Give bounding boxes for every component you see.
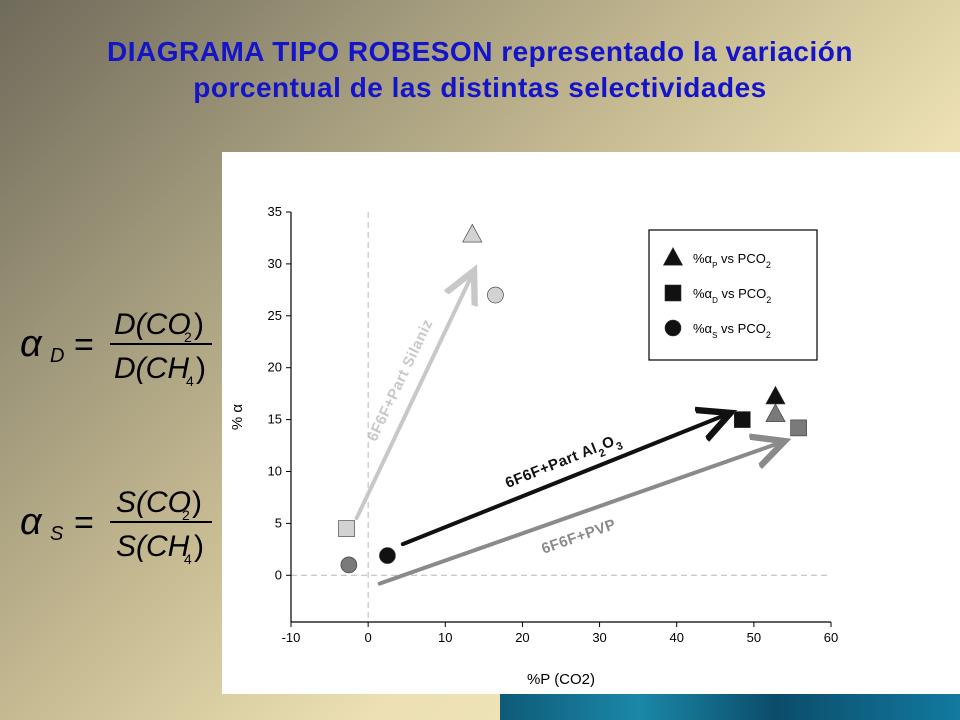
arrow-0	[354, 274, 473, 521]
arrow-1	[400, 414, 727, 547]
y-tick-label: 0	[275, 567, 282, 582]
legend-entry: %αP vs PCO2	[693, 251, 771, 270]
slide-title: DIAGRAMA TIPO ROBESON representado la va…	[107, 36, 853, 103]
formula-numerator-sub: 2	[182, 507, 190, 523]
data-point-circle	[379, 547, 396, 564]
data-point-square	[733, 411, 751, 428]
data-point-circle	[487, 286, 504, 304]
formula-numerator-sub: 2	[184, 329, 192, 345]
data-point-circle	[340, 556, 358, 574]
x-tick-label: -10	[282, 630, 301, 645]
legend-marker-square	[664, 284, 682, 302]
arrow-2	[377, 442, 781, 586]
x-tick-label: 40	[669, 630, 683, 645]
formula-numerator: S(CO	[116, 486, 191, 519]
svg-text:): )	[196, 352, 206, 385]
y-tick-label: 15	[268, 412, 282, 427]
x-tick-label: 10	[438, 630, 452, 645]
formula-alpha-d: α D = D(CO 2 ) D(CH 4 )	[20, 308, 212, 389]
y-axis-label: % α	[229, 404, 246, 431]
legend-marker-circle	[664, 319, 682, 337]
data-point-triangle	[765, 403, 786, 422]
chart-panel: -10 0 10 20 30 40 50 60 0 5 10 15 20 25 30 35 %P (CO2) % …	[222, 152, 960, 694]
formula-lhs-sub: D	[50, 345, 64, 367]
x-axis-label: %P (CO2)	[527, 671, 595, 688]
formula-denominator: S(CH	[116, 530, 190, 563]
svg-text:): )	[194, 530, 204, 563]
formula-denominator-sub: 4	[186, 373, 194, 389]
decorative-bottom-strip	[500, 694, 960, 720]
x-tick-label: 30	[592, 630, 606, 645]
legend-entry: %αD vs PCO2	[693, 286, 771, 305]
x-tick-label: 60	[824, 630, 838, 645]
y-tick-label: 30	[268, 256, 282, 271]
formula-denominator-sub: 4	[184, 551, 192, 567]
legend-entry: %αS vs PCO2	[693, 321, 771, 340]
data-point-square	[338, 520, 355, 537]
data-point-triangle	[765, 385, 786, 405]
formula-lhs: α	[20, 323, 43, 365]
svg-text:=: =	[74, 504, 94, 542]
data-point-square	[790, 419, 807, 437]
formula-denominator: D(CH	[114, 352, 189, 385]
x-tick-label: 0	[365, 630, 372, 645]
formula-numerator: D(CO	[114, 308, 191, 341]
y-tick-label: 35	[268, 204, 282, 219]
x-tick-label: 50	[747, 630, 761, 645]
robeson-chart: -10 0 10 20 30 40 50 60 0 5 10 15 20 25 30 35 %P (CO2) % …	[229, 204, 838, 688]
svg-text:): )	[194, 308, 204, 341]
y-tick-label: 10	[268, 463, 282, 478]
formula-lhs-sub: S	[50, 523, 64, 545]
formula-lhs: α	[20, 501, 43, 543]
y-tick-label: 5	[275, 515, 282, 530]
y-tick-label: 25	[268, 308, 282, 323]
formula-alpha-s: α S = S(CO 2 ) S(CH 4 )	[20, 486, 212, 567]
svg-text:=: =	[74, 326, 94, 364]
data-point-triangle	[462, 223, 483, 243]
svg-text:): )	[192, 486, 202, 519]
x-tick-label: 20	[515, 630, 529, 645]
y-tick-label: 20	[268, 360, 282, 375]
legend-marker-triangle	[662, 246, 684, 266]
